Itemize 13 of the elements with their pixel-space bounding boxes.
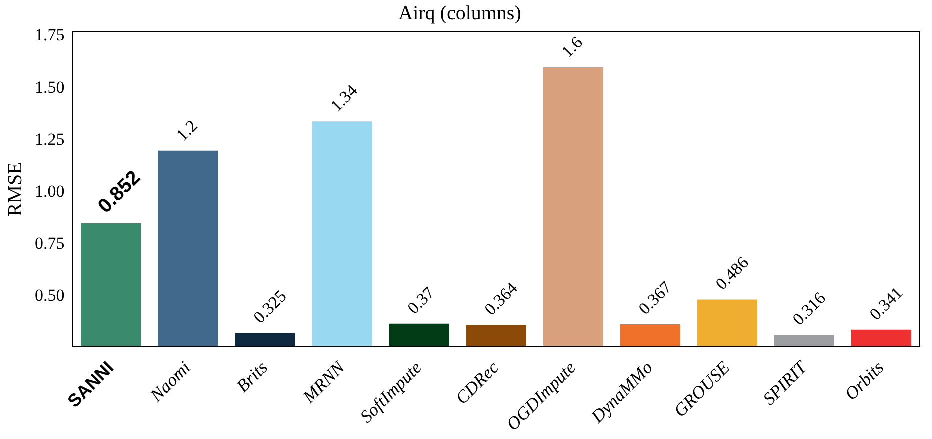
- data-label: 0.37: [404, 283, 439, 318]
- y-tick-label: 1.50: [35, 78, 65, 97]
- y-tick-label: 1.75: [35, 26, 65, 45]
- y-tick-label: 1.25: [35, 130, 65, 149]
- y-tick-label: 0.50: [35, 286, 65, 306]
- y-axis-title: RMSE: [4, 162, 26, 217]
- x-tick-label: Brits: [232, 357, 272, 396]
- data-label: 1.34: [326, 80, 362, 116]
- chart-title: Airq (columns): [398, 2, 522, 24]
- data-label: 1.6: [558, 32, 586, 62]
- y-tick-label: 0.75: [35, 234, 65, 254]
- data-label: 1.2: [172, 116, 202, 145]
- y-tick-label: 1.00: [35, 182, 65, 201]
